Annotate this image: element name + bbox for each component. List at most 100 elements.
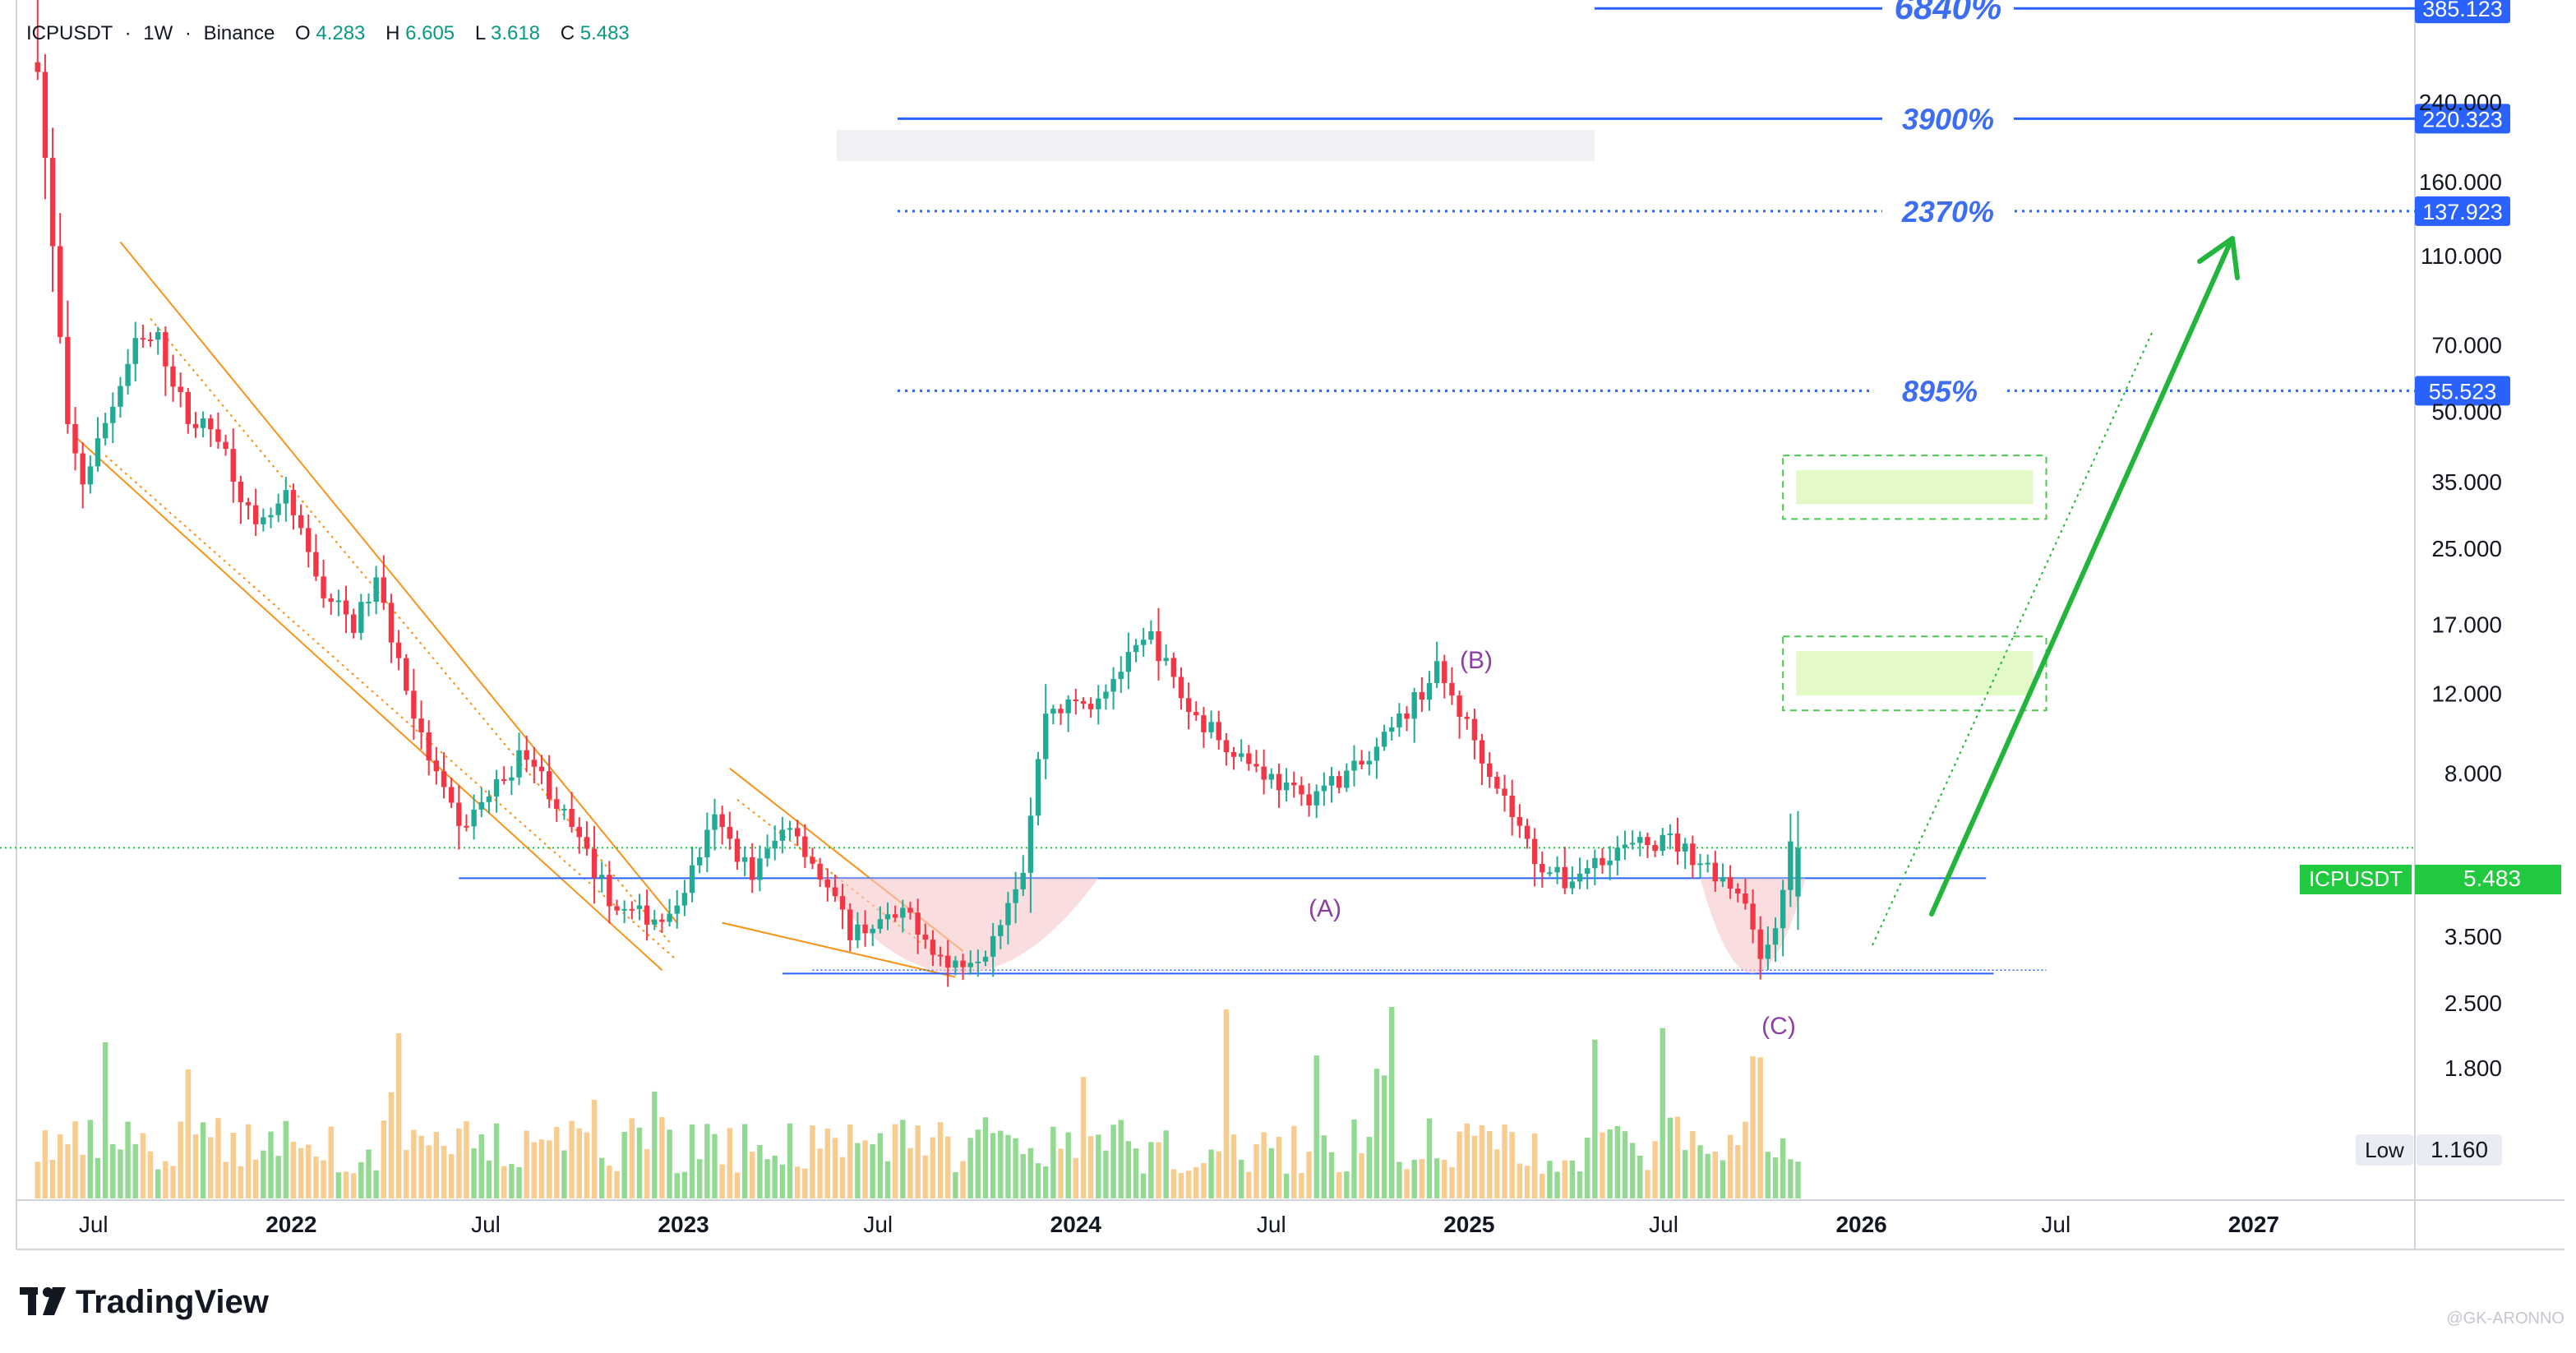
volume-bar-203 (1562, 1160, 1567, 1198)
candle-71 (569, 808, 575, 827)
volume-bar-19 (178, 1121, 183, 1198)
candle-209 (1607, 861, 1613, 866)
volume-bar-95 (750, 1151, 755, 1198)
volume-bar-34 (290, 1141, 297, 1198)
volume-bar-23 (208, 1137, 214, 1198)
candle-121 (945, 955, 951, 968)
tradingview-logo[interactable]: TradingView (20, 1284, 270, 1320)
volume-bar-1 (42, 1130, 48, 1198)
candle-56 (456, 802, 462, 826)
wave-label-c: (C) (1761, 1013, 1796, 1040)
low-marker: Low 1.160 (2356, 1134, 2502, 1166)
candle-229 (1757, 929, 1763, 959)
price-tick-12: 3.500 (2444, 924, 2502, 949)
candle-38 (321, 576, 326, 598)
candle-93 (734, 838, 741, 862)
volume-bar-2 (49, 1160, 56, 1198)
volume-bar-207 (1592, 1039, 1598, 1198)
channel-upper-1 (119, 241, 678, 924)
plot-area (16, 0, 2415, 1200)
time-tick-11: 2027 (2228, 1212, 2279, 1237)
volume-bar-39 (328, 1126, 334, 1198)
volume-bar-49 (404, 1150, 409, 1198)
volume-bar-24 (215, 1118, 221, 1198)
chart-legend[interactable]: ICPUSDT · 1W · Binance O 4.283 H 6.605 L… (26, 22, 630, 44)
candle-24 (215, 429, 221, 442)
candle-66 (531, 760, 538, 767)
candle-217 (1667, 834, 1673, 836)
candle-197 (1517, 816, 1523, 826)
volume-bar-89 (704, 1124, 710, 1198)
volume-bar-97 (764, 1159, 770, 1198)
candle-204 (1569, 881, 1576, 889)
volume-bar-22 (200, 1122, 206, 1198)
candle-211 (1622, 844, 1628, 848)
volume-bar-131 (1020, 1153, 1026, 1198)
channel-lower-2 (722, 921, 956, 978)
candle-154 (1193, 712, 1199, 716)
candle-112 (877, 919, 884, 929)
volume-bar-191 (1471, 1135, 1478, 1198)
volume-bar-230 (1765, 1152, 1771, 1198)
candle-139 (1080, 701, 1087, 704)
candle-161 (1246, 753, 1252, 764)
volume-bar-148 (1148, 1142, 1154, 1198)
volume-bar-3 (58, 1134, 63, 1198)
candle-73 (584, 837, 590, 849)
candle-92 (727, 827, 733, 839)
forecast-arrow[interactable] (1929, 236, 2240, 917)
candle-4 (65, 336, 71, 424)
volume-bar-42 (350, 1173, 357, 1198)
price-scale[interactable]: 760.000520.000240.000160.000110.00070.00… (2419, 0, 2502, 1081)
volume-bar-21 (192, 1134, 199, 1198)
time-scale[interactable]: Jul 2022 Jul 2023 Jul 2024 Jul 2025 Jul 2026 Jul 20… (79, 1212, 2279, 1237)
volume-bar-75 (599, 1157, 605, 1198)
volume-bar-161 (1246, 1171, 1252, 1198)
tradingview-brand: TradingView (76, 1284, 270, 1320)
volume-bar-56 (456, 1128, 462, 1198)
candle-127 (990, 935, 996, 957)
candle-122 (953, 960, 958, 968)
target-lines[interactable]: 6840% 385.123 3900% 220.323 2370% 137.923 895%… (898, 0, 2510, 409)
volume-bar-136 (1058, 1148, 1064, 1198)
volume-bar-159 (1230, 1134, 1237, 1198)
target-percent-2: 3900% (1902, 102, 1994, 136)
target-label-bg-1 (1882, 0, 2014, 27)
candle-119 (930, 940, 936, 955)
volume-bar-206 (1585, 1137, 1590, 1198)
volume-bar-149 (1156, 1142, 1161, 1198)
time-tick-3: 2023 (658, 1212, 709, 1237)
volume-bar-37 (313, 1157, 319, 1198)
candle-180 (1389, 727, 1395, 732)
volume-bar-160 (1238, 1159, 1244, 1198)
candle-35 (298, 515, 304, 529)
candle-203 (1562, 866, 1567, 889)
volume-bar-63 (509, 1163, 515, 1198)
volume-bar-199 (1531, 1133, 1538, 1198)
volume-bar-83 (659, 1117, 665, 1198)
candle-5 (72, 423, 78, 454)
candle-166 (1283, 783, 1290, 791)
volume-bar-113 (884, 1161, 891, 1198)
volume-bar-158 (1223, 1009, 1230, 1198)
volume-bar-125 (975, 1129, 981, 1198)
candle-109 (855, 924, 861, 940)
volume-bar-205 (1577, 1171, 1583, 1198)
target-zone-fill-2 (1796, 651, 2034, 696)
candle-151 (1170, 658, 1177, 677)
volume-bar-98 (772, 1155, 778, 1198)
volume-bar-29 (252, 1159, 259, 1198)
candle-182 (1404, 713, 1410, 719)
volume-bar-118 (922, 1155, 928, 1198)
volume-bar-51 (418, 1135, 424, 1198)
volume-bar-102 (802, 1168, 808, 1198)
volume-bar-38 (321, 1160, 326, 1198)
volume-bar-135 (1050, 1126, 1056, 1198)
volume-bar-96 (757, 1145, 763, 1198)
tradingview-logo-icon (20, 1287, 66, 1315)
price-tick-4: 110.000 (2421, 243, 2502, 269)
candle-125 (975, 961, 981, 963)
volume-bar-134 (1043, 1166, 1049, 1198)
candle-106 (832, 887, 838, 897)
